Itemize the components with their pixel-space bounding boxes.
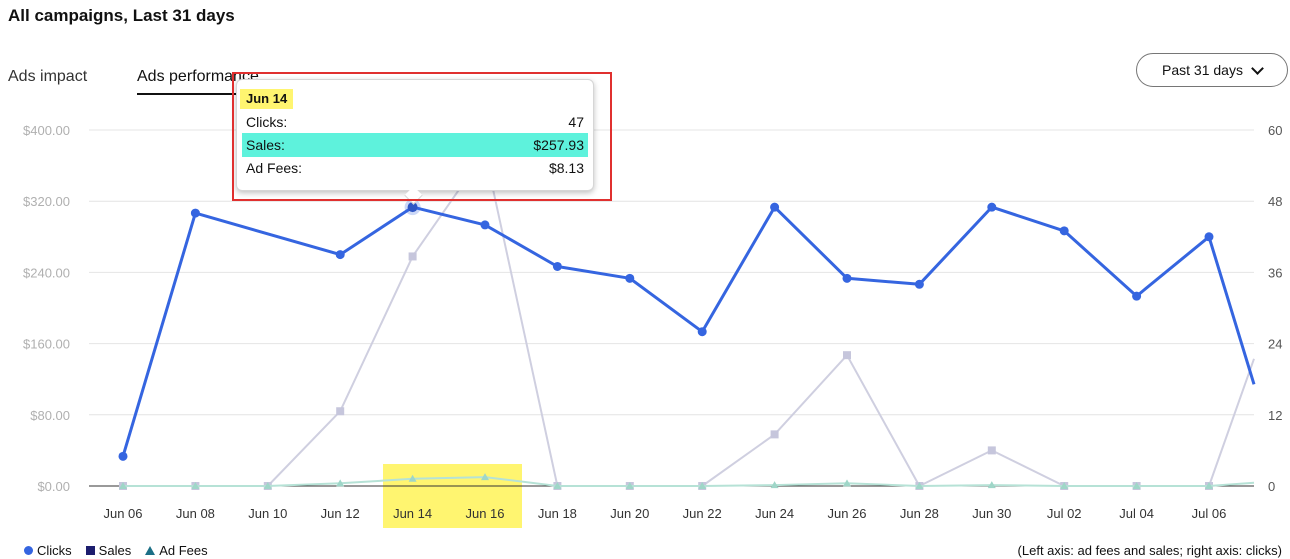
- sales-data-point[interactable]: [987, 446, 996, 455]
- ad-fees-data-point[interactable]: [1205, 482, 1213, 489]
- ad-fees-data-point[interactable]: [625, 482, 634, 489]
- clicks-data-point[interactable]: [335, 250, 345, 260]
- clicks-data-point[interactable]: [987, 202, 997, 212]
- tab-ads-performance[interactable]: Ads performance: [137, 68, 259, 85]
- left-axis-tick-label: $0.00: [37, 479, 70, 494]
- date-range-label: Past 31 days: [1162, 62, 1243, 78]
- ad-fees-data-point[interactable]: [119, 482, 127, 489]
- clicks-data-point[interactable]: [842, 273, 852, 283]
- x-axis-tick-label: Jul 06: [1192, 506, 1227, 521]
- right-axis-tick-label: 36: [1268, 265, 1282, 280]
- x-axis-tick-label: Jun 26: [827, 506, 866, 521]
- x-axis-tick-label: Jun 10: [248, 506, 287, 521]
- x-axis-tick-label: Jun 16: [465, 506, 504, 521]
- sales-data-point[interactable]: [843, 351, 851, 360]
- legend-item-sales[interactable]: Sales: [85, 543, 132, 558]
- sales-data-point[interactable]: [770, 430, 779, 439]
- highlight-band: [383, 464, 522, 528]
- right-axis-tick-label: 24: [1268, 337, 1282, 352]
- right-axis-tick-label: 60: [1268, 123, 1282, 138]
- tooltip-row-sales: Sales: $257.93: [242, 133, 588, 157]
- chart-legend: Clicks Sales Ad Fees: [24, 543, 208, 558]
- ad-fees-data-point[interactable]: [987, 481, 996, 489]
- tooltip-label: Clicks:: [246, 114, 288, 130]
- tooltip-row-clicks: Clicks: 47: [242, 111, 588, 133]
- clicks-data-point[interactable]: [914, 279, 924, 289]
- ad-fees-data-point[interactable]: [263, 482, 272, 489]
- ad-fees-data-point[interactable]: [408, 474, 417, 482]
- left-axis-tick-label: $80.00: [30, 408, 70, 423]
- page-title: All campaigns, Last 31 days: [8, 6, 235, 25]
- x-axis-tick-label: Jun 14: [393, 506, 432, 521]
- clicks-data-point[interactable]: [625, 273, 635, 283]
- axis-footnote: (Left axis: ad fees and sales; right axi…: [1017, 543, 1282, 558]
- ad-fees-data-point[interactable]: [1060, 482, 1069, 489]
- tooltip-row-ad-fees: Ad Fees: $8.13: [242, 157, 588, 179]
- right-axis-tick-label: 12: [1268, 408, 1282, 423]
- triangle-marker-icon: [145, 546, 156, 555]
- annotation-box: [232, 72, 612, 201]
- clicks-data-point[interactable]: [118, 451, 128, 461]
- tooltip-value: $257.93: [533, 137, 584, 153]
- clicks-data-point[interactable]: [1132, 291, 1142, 301]
- legend-item-ad-fees[interactable]: Ad Fees: [145, 543, 208, 558]
- ad-fees-data-point[interactable]: [191, 482, 200, 489]
- right-axis-tick-label: 48: [1268, 194, 1282, 209]
- x-axis-tick-label: Jun 08: [176, 506, 215, 521]
- tooltip-value: 47: [568, 114, 584, 130]
- sales-data-point[interactable]: [408, 252, 417, 261]
- clicks-data-point[interactable]: [697, 327, 707, 337]
- ad-fees-line: [123, 476, 1255, 487]
- clicks-data-point[interactable]: [190, 208, 200, 218]
- x-axis-tick-label: Jun 06: [103, 506, 142, 521]
- x-axis-tick-label: Jun 28: [900, 506, 939, 521]
- chart-tooltip: Jun 14 Clicks: 47 Sales: $257.93 Ad Fees…: [236, 79, 594, 205]
- hovered-point[interactable]: [407, 202, 418, 213]
- legend-label: Clicks: [37, 543, 72, 558]
- left-axis-tick-label: $400.00: [23, 123, 70, 138]
- clicks-line: [121, 205, 1256, 457]
- tooltip-label: Ad Fees:: [246, 160, 303, 176]
- square-marker-icon: [85, 546, 95, 555]
- x-axis-tick-label: Jul 04: [1119, 506, 1154, 521]
- sales-line: [123, 151, 1255, 487]
- date-range-dropdown[interactable]: Past 31 days: [1136, 53, 1288, 87]
- tab-ads-impact[interactable]: Ads impact: [8, 68, 88, 85]
- clicks-data-point[interactable]: [770, 202, 780, 212]
- circle-marker-icon: [24, 546, 33, 555]
- sales-data-point[interactable]: [336, 407, 345, 416]
- x-axis-tick-label: Jul 02: [1047, 506, 1082, 521]
- active-tab-indicator: [137, 93, 259, 95]
- x-axis-tick-label: Jun 12: [321, 506, 360, 521]
- x-axis-tick-label: Jun 30: [972, 506, 1011, 521]
- left-axis-tick-label: $320.00: [23, 194, 70, 209]
- ad-fees-data-point[interactable]: [336, 479, 345, 487]
- ad-fees-data-point[interactable]: [698, 482, 707, 489]
- left-axis-tick-label: $240.00: [23, 265, 70, 280]
- left-axis-tick-label: $160.00: [23, 337, 70, 352]
- ad-fees-data-point[interactable]: [843, 479, 851, 487]
- x-axis-tick-label: Jun 22: [683, 506, 722, 521]
- legend-label: Sales: [98, 543, 132, 558]
- legend-label: Ad Fees: [159, 543, 208, 558]
- ad-fees-data-point[interactable]: [553, 482, 562, 489]
- ad-fees-data-point[interactable]: [770, 481, 779, 489]
- right-axis-tick-label: 0: [1268, 479, 1275, 494]
- tooltip-label: Sales:: [246, 137, 285, 153]
- x-axis-tick-label: Jun 24: [755, 506, 794, 521]
- legend-item-clicks[interactable]: Clicks: [24, 543, 72, 558]
- clicks-data-point[interactable]: [1204, 232, 1214, 242]
- clicks-data-point[interactable]: [480, 220, 490, 230]
- x-axis-tick-label: Jun 20: [610, 506, 649, 521]
- x-axis-tick-label: Jun 18: [538, 506, 577, 521]
- clicks-data-point[interactable]: [1059, 226, 1069, 236]
- clicks-data-point[interactable]: [552, 261, 562, 271]
- ad-fees-data-point[interactable]: [915, 482, 924, 489]
- tooltip-date: Jun 14: [240, 89, 294, 109]
- ad-fees-data-point[interactable]: [481, 473, 489, 481]
- ad-fees-data-point[interactable]: [1132, 482, 1141, 489]
- tooltip-value: $8.13: [548, 160, 584, 176]
